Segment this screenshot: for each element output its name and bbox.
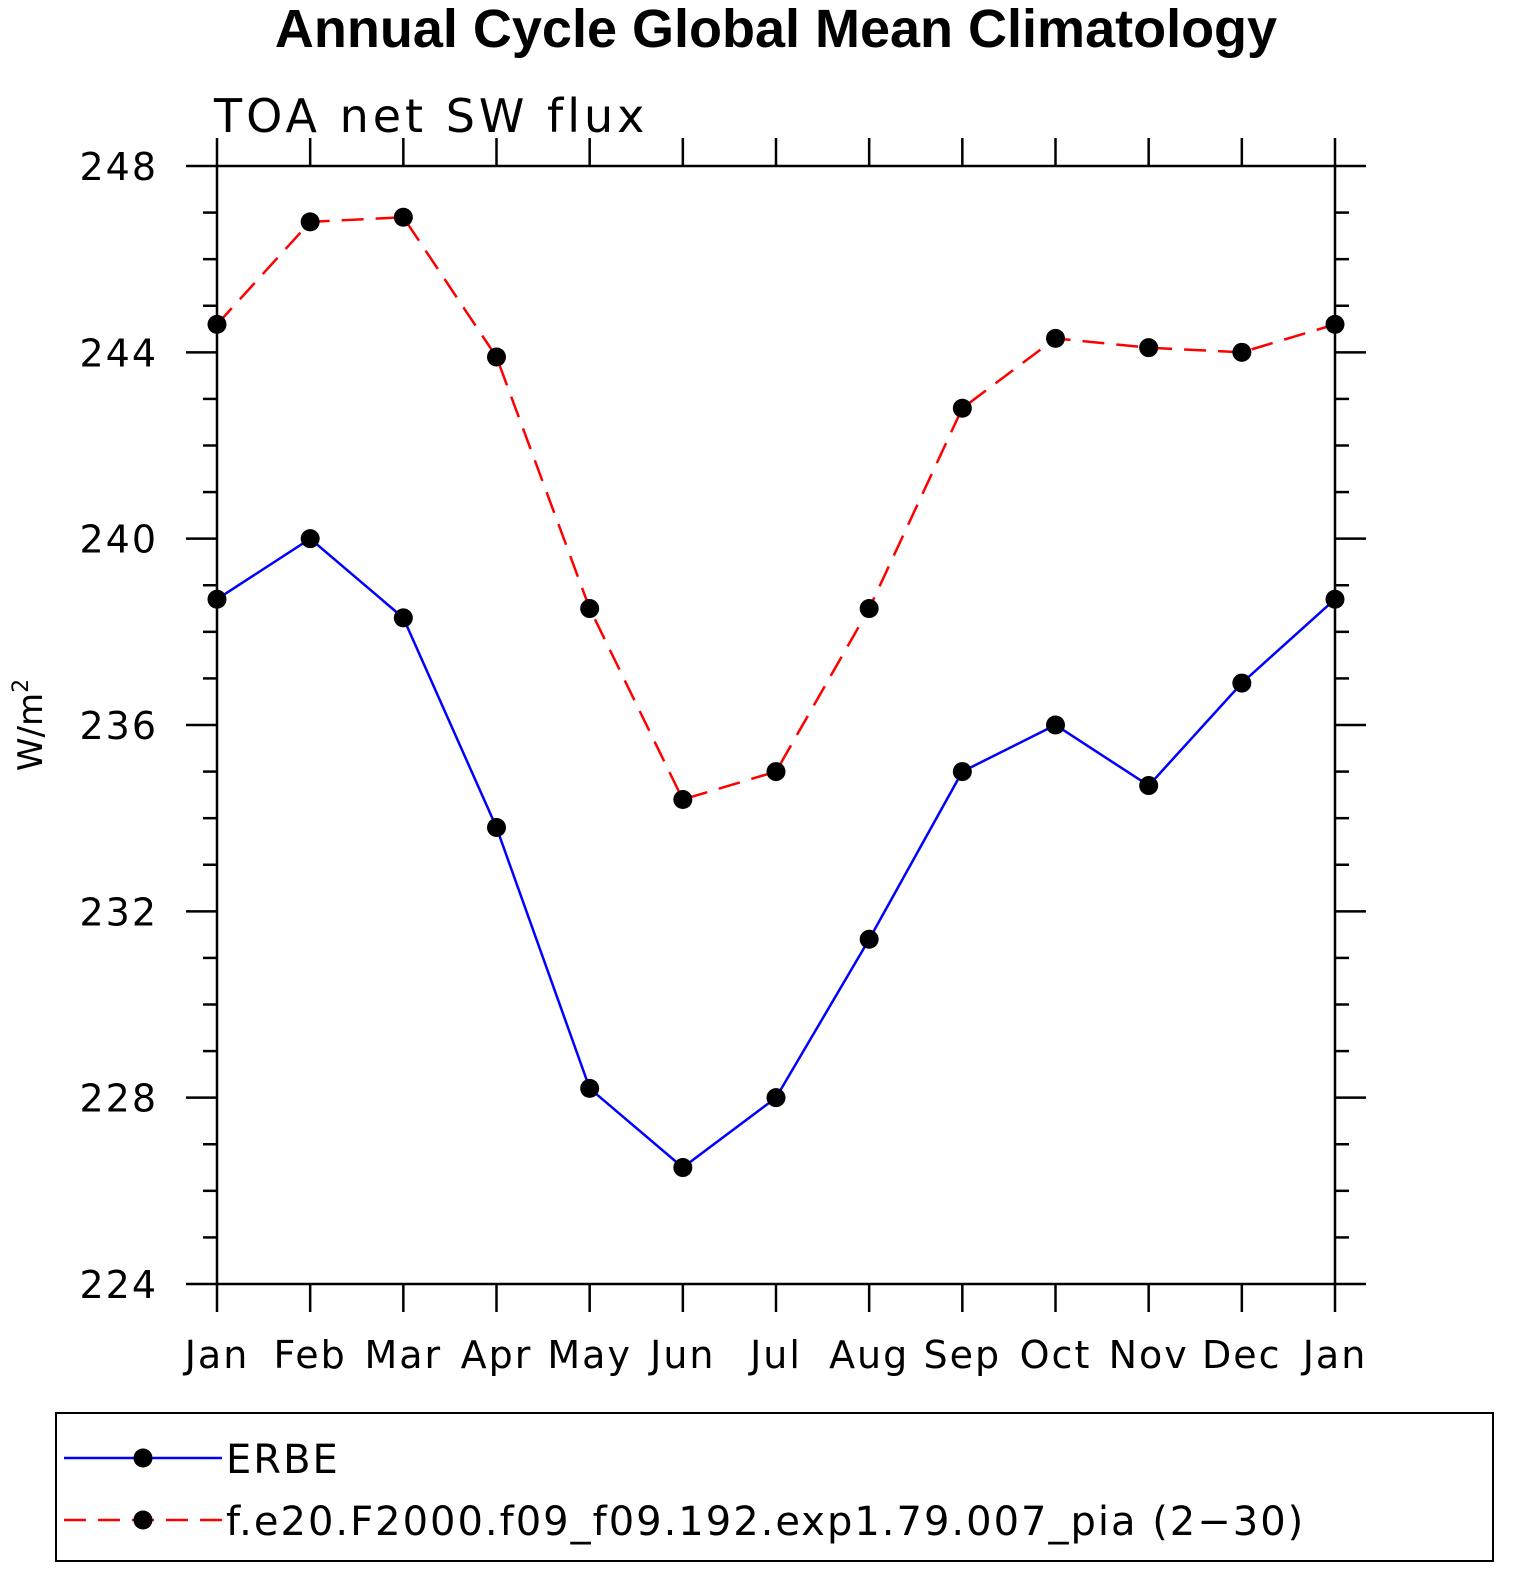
series-line-2 xyxy=(216,215,1336,802)
series-2-point xyxy=(1046,328,1065,348)
series-1-point xyxy=(952,762,972,782)
series-1-point xyxy=(487,817,506,837)
series-1-point xyxy=(1232,673,1252,693)
series-1-point xyxy=(673,1158,693,1178)
y-axis-label-superscript: 2 xyxy=(9,679,34,693)
series-2-point xyxy=(1139,338,1159,358)
series-2-point xyxy=(1232,342,1252,362)
series-2-point xyxy=(673,790,693,810)
series-1-point xyxy=(859,929,879,949)
series-layer xyxy=(207,207,1345,1178)
x-tick-label: Mar xyxy=(364,1333,442,1377)
series-1-point xyxy=(393,608,413,628)
y-axis-label: W/m2 xyxy=(9,679,51,771)
series-1-point xyxy=(580,1078,600,1098)
chart-subtitle: TOA net SW flux xyxy=(213,89,648,143)
x-tick-label: Jul xyxy=(748,1333,802,1377)
y-tick-label: 244 xyxy=(79,331,158,375)
x-tick-label: Aug xyxy=(829,1333,909,1377)
series-2-point xyxy=(300,212,320,232)
series-2-point xyxy=(487,347,506,367)
series-2-point xyxy=(952,398,972,418)
legend-items: ERBE f.e20.F2000.f09_f09.192.exp1.79.007_… xyxy=(64,1437,1305,1545)
x-tick-label: Nov xyxy=(1109,1333,1189,1377)
series-1-point xyxy=(300,529,320,549)
y-tick-label: 248 xyxy=(79,145,158,189)
series-1-point xyxy=(1325,589,1345,609)
legend-box xyxy=(55,1412,1494,1562)
legend-label-1: ERBE xyxy=(226,1437,340,1483)
series-1-point xyxy=(766,1088,786,1108)
legend: ERBE f.e20.F2000.f09_f09.192.exp1.79.007_… xyxy=(55,1412,1494,1562)
y-tick-label: 240 xyxy=(79,518,158,562)
y-tick-label: 224 xyxy=(79,1263,158,1307)
series-2-point xyxy=(766,762,786,782)
chart-title: Annual Cycle Global Mean Climatology xyxy=(275,0,1277,59)
x-tick-label: Apr xyxy=(461,1333,533,1377)
y-axis-label-text: W/m xyxy=(11,693,51,771)
x-tick-label: Jan xyxy=(1301,1333,1368,1377)
x-axis: Jan Feb Mar Apr May Jun Jul Aug Sep Oct Nov Dec Jan xyxy=(183,138,1368,1377)
y-tick-label: 228 xyxy=(79,1077,158,1121)
x-tick-label: Sep xyxy=(924,1333,1002,1377)
x-tick-label: May xyxy=(547,1333,632,1377)
legend-marker-1 xyxy=(133,1448,153,1468)
series-2-point xyxy=(1325,314,1345,334)
series-2-point xyxy=(580,599,600,619)
x-tick-label: Feb xyxy=(274,1333,347,1377)
plot-border xyxy=(215,164,1337,1286)
x-tick-label: Jan xyxy=(183,1333,250,1377)
y-axis: 224 228 232 236 240 244 248 xyxy=(79,145,1366,1307)
y-tick-label: 232 xyxy=(79,890,158,934)
legend-label-2: f.e20.F2000.f09_f09.192.exp1.79.007_pia … xyxy=(226,1499,1305,1545)
series-2-point xyxy=(207,314,227,334)
series-2-point xyxy=(859,599,879,619)
x-tick-label: Oct xyxy=(1020,1333,1092,1377)
plot-frame xyxy=(215,164,1337,1286)
series-2-point xyxy=(393,207,413,227)
series-1-point xyxy=(1139,776,1159,796)
x-tick-label: Dec xyxy=(1202,1333,1282,1377)
series-1-point xyxy=(207,589,227,609)
series-line-1 xyxy=(216,537,1336,1170)
series-1-point xyxy=(1046,715,1065,735)
x-tick-label: Jun xyxy=(648,1333,715,1377)
legend-marker-2 xyxy=(133,1510,153,1530)
y-tick-label: 236 xyxy=(79,704,158,748)
